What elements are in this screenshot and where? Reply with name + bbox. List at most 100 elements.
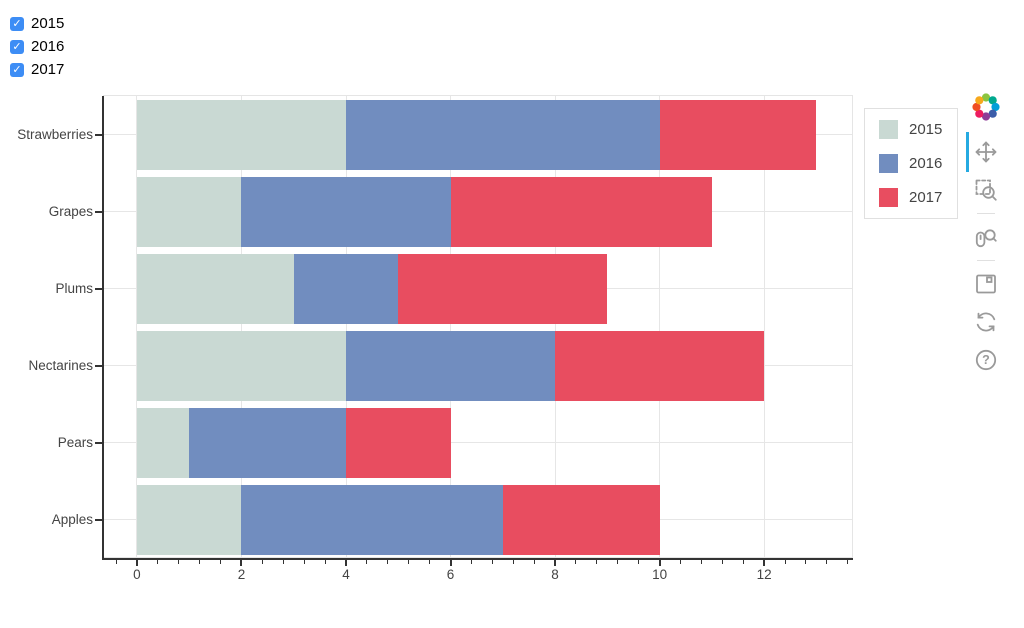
x-gridline [345,96,347,558]
bar-segment-2016-nectarines [346,330,556,401]
bar-segment-2017-grapes [450,176,712,247]
x-major-tick [554,560,557,566]
y-category-label: Apples [51,511,93,527]
x-minor-tick [784,560,786,564]
x-minor-tick [387,560,389,564]
bar-segment-2017-strawberries [659,99,817,170]
checkbox-label: 2016 [31,38,65,55]
bar-segment-2017-apples [502,484,660,555]
x-minor-tick [638,560,640,564]
x-major-tick [658,560,661,566]
x-gridline [659,96,661,558]
x-minor-tick [178,560,180,564]
y-category-label: Nectarines [28,357,93,373]
bar-segment-2017-plums [398,253,608,324]
x-minor-tick [491,560,493,564]
bar-segment-2015-nectarines [136,330,346,401]
x-minor-tick [533,560,535,564]
x-minor-tick [680,560,682,564]
year-checkbox-group: ✓ 2015 ✓ 2016 ✓ 2017 [10,12,64,81]
y-major-tick [95,518,102,521]
box-zoom-tool-button[interactable] [971,175,1001,205]
bar-segment-2016-apples [241,484,503,555]
wheel-zoom-icon [975,229,997,248]
pan-tool-button[interactable] [966,132,1001,172]
x-minor-tick [512,560,514,564]
x-minor-tick [721,560,723,564]
x-minor-tick [575,560,577,564]
y-category-label: Grapes [48,203,93,219]
checkbox-row-2016[interactable]: ✓ 2016 [10,35,64,58]
legend: 2015 2016 2017 [864,108,958,219]
bar-segment-2015-grapes [136,176,242,247]
checkbox-checked-icon[interactable]: ✓ [10,16,24,31]
reset-icon [976,312,996,332]
x-major-tick [449,560,452,566]
checkbox-checked-icon[interactable]: ✓ [10,62,24,77]
x-major-tick [240,560,243,566]
y-major-tick [95,364,102,367]
x-minor-tick [408,560,410,564]
bar-segment-2017-nectarines [555,330,765,401]
bar-segment-2017-pears [346,407,451,478]
x-minor-tick [826,560,828,564]
legend-swatch-2016 [879,154,898,173]
x-minor-tick [261,560,263,564]
plot-canvas[interactable]: 0 2 4 6 8 10 12 Apples Pears Nectarines Plums Grape… [0,0,870,628]
save-tool-button[interactable] [971,269,1001,299]
checkbox-row-2017[interactable]: ✓ 2017 [10,58,64,81]
x-minor-tick [470,560,472,564]
x-minor-tick [742,560,744,564]
bokeh-logo-icon[interactable] [971,92,1001,122]
bar-segment-2016-pears [189,407,346,478]
bokeh-toolbar: ? [964,92,1008,375]
legend-entry: 2015 [879,120,957,139]
legend-entry: 2017 [879,188,957,207]
legend-entry: 2016 [879,154,957,173]
x-gridline [554,96,556,558]
x-tick-label: 2 [237,567,246,582]
x-gridline [240,96,242,558]
wheel-zoom-tool-button[interactable] [971,222,1001,252]
bar-segment-2016-grapes [241,176,451,247]
checkbox-row-2015[interactable]: ✓ 2015 [10,12,64,35]
y-major-tick [95,287,102,290]
y-category-label: Strawberries [17,126,93,142]
save-icon [976,274,996,294]
legend-label: 2015 [909,121,943,138]
reset-tool-button[interactable] [971,307,1001,337]
checkbox-checked-icon[interactable]: ✓ [10,39,24,54]
x-tick-label: 8 [551,567,559,582]
pan-icon [975,141,997,163]
x-minor-tick [366,560,368,564]
y-axis-line [102,96,104,560]
x-tick-label: 6 [446,567,455,582]
help-tool-button[interactable]: ? [971,345,1001,375]
x-minor-tick [199,560,201,564]
y-major-tick [95,210,102,213]
x-gridline [450,96,452,558]
toolbar-separator [977,213,995,214]
x-minor-tick [847,560,849,564]
x-minor-tick [115,560,117,564]
svg-text:?: ? [982,353,990,367]
x-minor-tick [157,560,159,564]
x-major-tick [345,560,347,566]
x-minor-tick [324,560,326,564]
x-tick-label: 0 [133,567,141,582]
x-minor-tick [282,560,284,564]
x-tick-label: 4 [342,567,350,582]
legend-swatch-2017 [879,188,898,207]
legend-swatch-2015 [879,120,898,139]
toolbar-separator [977,260,995,261]
x-tick-label: 10 [652,567,668,582]
x-minor-tick [700,560,702,564]
x-minor-tick [596,560,598,564]
y-category-label: Plums [55,280,93,296]
x-minor-tick [805,560,807,564]
bar-segment-2016-plums [293,253,399,324]
x-minor-tick [429,560,431,564]
box-zoom-icon [975,179,997,201]
x-gridline [136,96,138,558]
